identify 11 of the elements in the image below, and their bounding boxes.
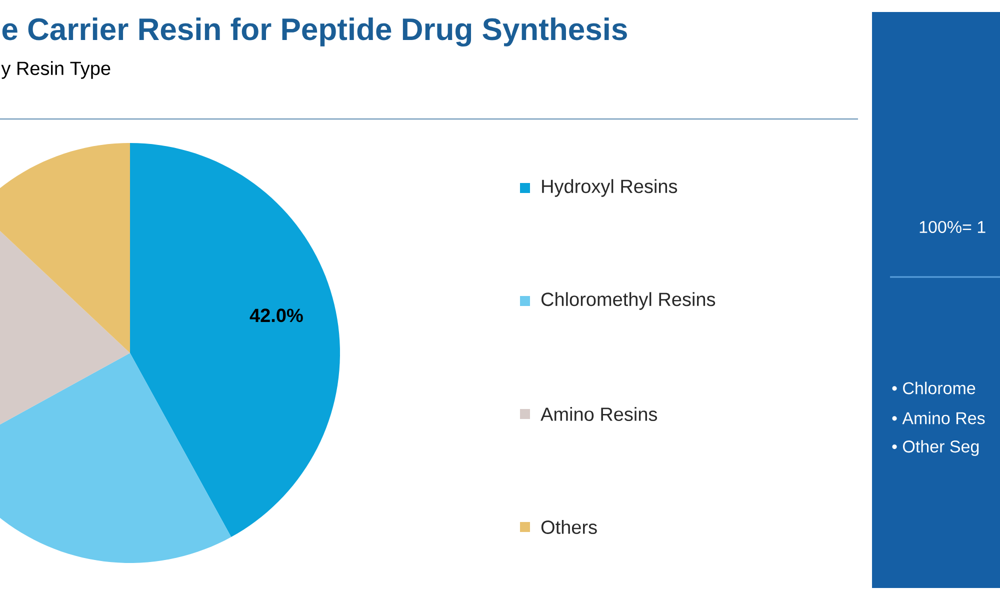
legend-label: Amino Resins: [540, 407, 658, 421]
chart-title: e Carrier Resin for Peptide Drug Synthesis: [2, 17, 627, 47]
text: • Chlorome: [892, 382, 976, 394]
data-label: 42.0%: [250, 308, 303, 322]
text: • Amino Res: [892, 412, 985, 424]
legend-label: Hydroxyl Resins: [542, 179, 678, 197]
legend-label: Others: [541, 520, 597, 534]
text: 100%= 1: [920, 220, 986, 234]
chart-subtitle: y Resin Type: [1, 61, 110, 79]
legend-label: Chloromethyl Resins: [542, 292, 716, 310]
text: • Other Seg: [892, 440, 979, 456]
